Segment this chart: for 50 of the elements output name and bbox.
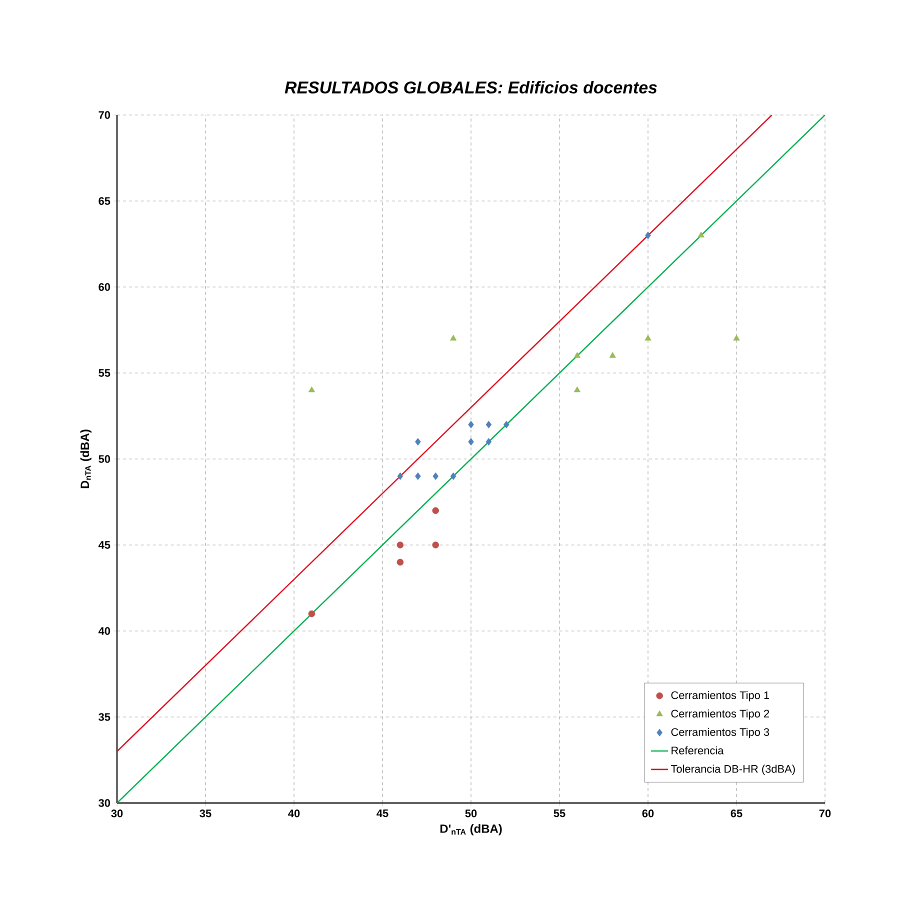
point <box>432 472 438 480</box>
x-axis-title: D'$_{nTA}$ (dBA) <box>440 824 502 836</box>
x-tick-label: 45 <box>376 810 388 818</box>
x-tick-label: 50 <box>465 810 477 818</box>
x-tick-label: 35 <box>200 810 212 818</box>
x-tick-label: 60 <box>642 810 654 818</box>
legend-label: Cerramientos Tipo 2 <box>671 709 770 720</box>
point <box>396 558 404 566</box>
point <box>698 232 704 238</box>
point <box>644 334 652 341</box>
chart-title: RESULTADOS GLOBALES: Edificios docentes <box>284 81 657 94</box>
point <box>609 352 616 358</box>
y-tick-label: 50 <box>98 455 110 463</box>
x-tick-label: 30 <box>111 810 123 818</box>
point <box>574 386 581 392</box>
y-tick-label: 30 <box>98 799 110 807</box>
x-tick-label: 55 <box>554 810 566 818</box>
point <box>308 610 316 618</box>
point <box>397 472 404 480</box>
point <box>468 438 474 446</box>
point <box>486 420 492 428</box>
y-tick-label: 55 <box>98 369 110 377</box>
y-tick-label: 70 <box>98 111 110 119</box>
point <box>308 386 316 392</box>
y-tick-label: 40 <box>98 627 110 635</box>
point <box>415 472 421 480</box>
legend-label: Cerramientos Tipo 3 <box>671 728 770 738</box>
legend-label: Cerramientos Tipo 1 <box>671 691 770 702</box>
point <box>486 438 492 446</box>
point <box>450 334 457 341</box>
x-tick-label: 70 <box>819 810 831 818</box>
point <box>396 542 404 548</box>
y-tick-label: 60 <box>98 283 110 291</box>
point <box>415 438 421 446</box>
point <box>432 542 439 548</box>
y-tick-label: 45 <box>98 541 110 549</box>
y-axis-title: D$_{nTA}$ (dBA) <box>80 430 92 488</box>
x-tick-label: 65 <box>730 810 742 818</box>
point <box>574 352 581 358</box>
y-tick-label: 35 <box>98 713 110 721</box>
point <box>645 232 651 240</box>
legend-label: Referencia <box>672 746 724 754</box>
point <box>450 472 456 480</box>
point <box>468 420 474 428</box>
y-tick-label: 65 <box>98 197 110 205</box>
point <box>733 334 740 341</box>
point <box>432 507 439 514</box>
legend-label: Tolerancia DB-HR (3dBA) <box>670 764 795 775</box>
x-tick-label: 40 <box>288 810 300 818</box>
point <box>504 420 510 428</box>
